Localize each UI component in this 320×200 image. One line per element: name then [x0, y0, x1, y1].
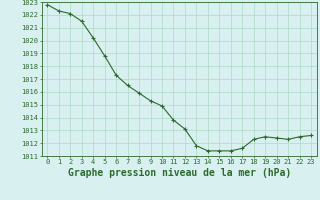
X-axis label: Graphe pression niveau de la mer (hPa): Graphe pression niveau de la mer (hPa) [68, 168, 291, 178]
